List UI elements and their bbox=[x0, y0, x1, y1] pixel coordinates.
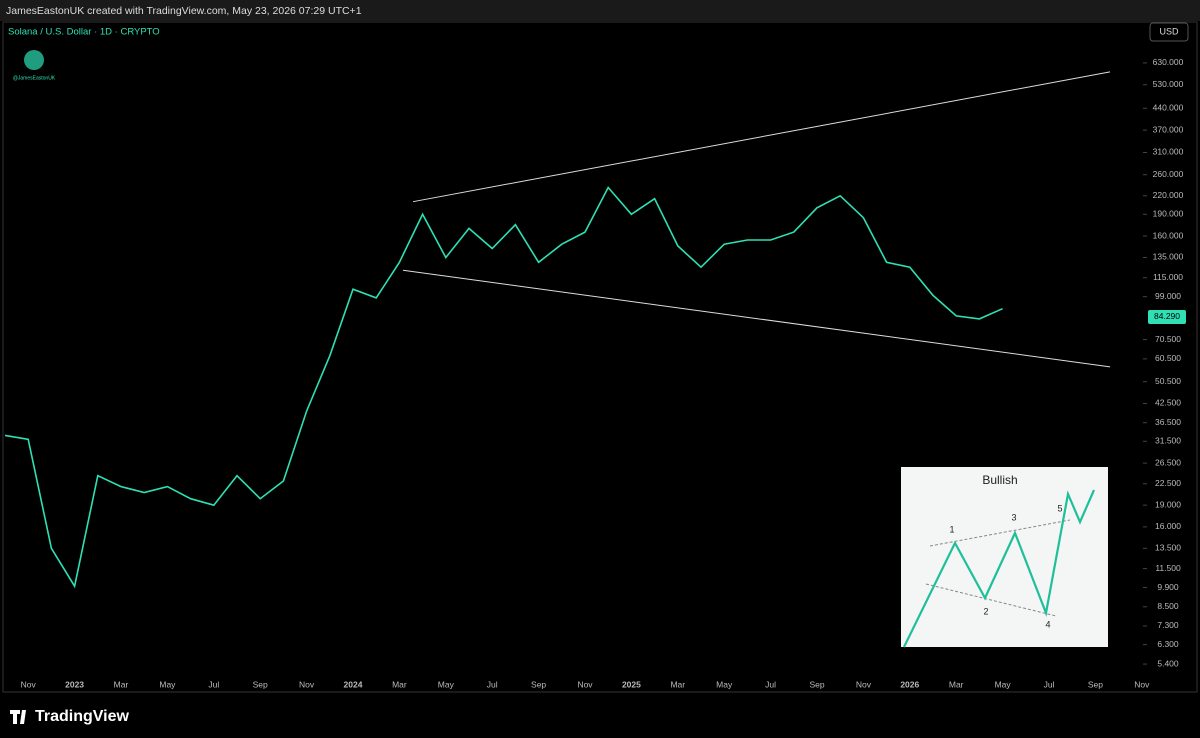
y-tick-label: 36.500 bbox=[1155, 417, 1181, 427]
last-price-box bbox=[1148, 309, 1186, 324]
x-tick-label: Mar bbox=[670, 679, 685, 689]
x-tick-label: Jul bbox=[208, 679, 219, 689]
inset-support bbox=[925, 583, 1057, 617]
y-tick-label: 8.500 bbox=[1157, 601, 1179, 611]
x-tick-label: Nov bbox=[299, 679, 315, 689]
header-bar bbox=[0, 0, 1200, 21]
x-tick-label: Nov bbox=[577, 679, 593, 689]
inset-label: 4 bbox=[1045, 619, 1050, 629]
x-tick-label: Nov bbox=[856, 679, 872, 689]
x-tick-label: May bbox=[716, 679, 733, 689]
y-tick-label: 13.500 bbox=[1155, 543, 1181, 553]
brand: TradingView bbox=[35, 708, 130, 725]
y-tick-label: 310.000 bbox=[1153, 147, 1184, 157]
brand-logo bbox=[10, 710, 26, 724]
chart-frame bbox=[2, 21, 1198, 693]
inset-label: 5 bbox=[1057, 503, 1062, 513]
x-tick-label: May bbox=[159, 679, 176, 689]
y-tick-label: 190.000 bbox=[1153, 209, 1184, 219]
y-tick-label: 7.300 bbox=[1157, 620, 1179, 630]
y-tick-label: 260.000 bbox=[1153, 169, 1184, 179]
x-tick-label: 2026 bbox=[900, 679, 919, 689]
x-tick-label: Sep bbox=[809, 679, 824, 689]
inset-wave bbox=[903, 489, 1096, 648]
inset-label: 3 bbox=[1011, 512, 1016, 522]
y-tick-label: 630.000 bbox=[1153, 57, 1184, 67]
credit: JamesEastonUK created with TradingView.c… bbox=[6, 5, 362, 17]
y-tick-label: 135.000 bbox=[1153, 252, 1184, 262]
y-tick-label: 5.400 bbox=[1157, 658, 1179, 668]
currency-button[interactable] bbox=[1149, 22, 1189, 42]
x-tick-label: Mar bbox=[949, 679, 964, 689]
price-line bbox=[4, 186, 1003, 589]
watermark: @JamesEastonUK bbox=[13, 75, 56, 81]
y-tick-label: 22.500 bbox=[1155, 478, 1181, 488]
y-tick-label: 6.300 bbox=[1157, 639, 1179, 649]
symbol-title: Solana / U.S. Dollar · 1D · CRYPTO bbox=[8, 27, 160, 38]
y-tick-label: 99.000 bbox=[1155, 291, 1181, 301]
last-price-label: 84.290 bbox=[1154, 311, 1180, 321]
x-tick-label: Mar bbox=[114, 679, 129, 689]
x-tick-label: 2024 bbox=[344, 679, 363, 689]
y-tick-label: 70.500 bbox=[1155, 334, 1181, 344]
y-tick-label: 9.900 bbox=[1157, 582, 1179, 592]
x-tick-label: Sep bbox=[531, 679, 546, 689]
x-tick-label: 2025 bbox=[622, 679, 641, 689]
x-tick-label: Jul bbox=[1044, 679, 1055, 689]
trendline bbox=[402, 269, 1111, 368]
y-tick-label: 60.500 bbox=[1155, 353, 1181, 363]
y-tick-label: 16.000 bbox=[1155, 521, 1181, 531]
currency[interactable]: USD bbox=[1159, 26, 1179, 36]
inset-title: Bullish bbox=[982, 473, 1017, 487]
x-tick-label: May bbox=[995, 679, 1012, 689]
y-tick-label: 440.000 bbox=[1153, 103, 1184, 113]
inset-label: 2 bbox=[983, 606, 988, 616]
trendline bbox=[412, 71, 1111, 203]
inset: Bullish 1 2 3 4 5 bbox=[901, 467, 1108, 648]
x-tick-label: Jul bbox=[765, 679, 776, 689]
x-tick-label: Nov bbox=[21, 679, 37, 689]
avatar bbox=[24, 50, 44, 70]
x-tick-label: Sep bbox=[253, 679, 268, 689]
inset-resistance bbox=[929, 519, 1071, 547]
y-tick-label: 26.500 bbox=[1155, 457, 1181, 467]
x-tick-label: Nov bbox=[1134, 679, 1150, 689]
y-tick-label: 530.000 bbox=[1153, 79, 1184, 89]
inset-label: 1 bbox=[949, 524, 954, 534]
y-tick-label: 50.500 bbox=[1155, 376, 1181, 386]
x-tick-label: 2023 bbox=[65, 679, 84, 689]
y-tick-label: 160.000 bbox=[1153, 230, 1184, 240]
x-tick-label: Sep bbox=[1088, 679, 1103, 689]
x-tick-label: May bbox=[438, 679, 455, 689]
y-tick-label: 19.000 bbox=[1155, 499, 1181, 509]
y-tick-label: 42.500 bbox=[1155, 398, 1181, 408]
x-tick-label: Mar bbox=[392, 679, 407, 689]
y-tick-label: 31.500 bbox=[1155, 436, 1181, 446]
y-tick-label: 115.000 bbox=[1153, 272, 1183, 282]
x-tick-label: Jul bbox=[487, 679, 498, 689]
y-tick-label: 11.500 bbox=[1155, 563, 1181, 573]
y-tick-label: 370.000 bbox=[1153, 124, 1184, 134]
y-tick-label: 220.000 bbox=[1153, 190, 1184, 200]
